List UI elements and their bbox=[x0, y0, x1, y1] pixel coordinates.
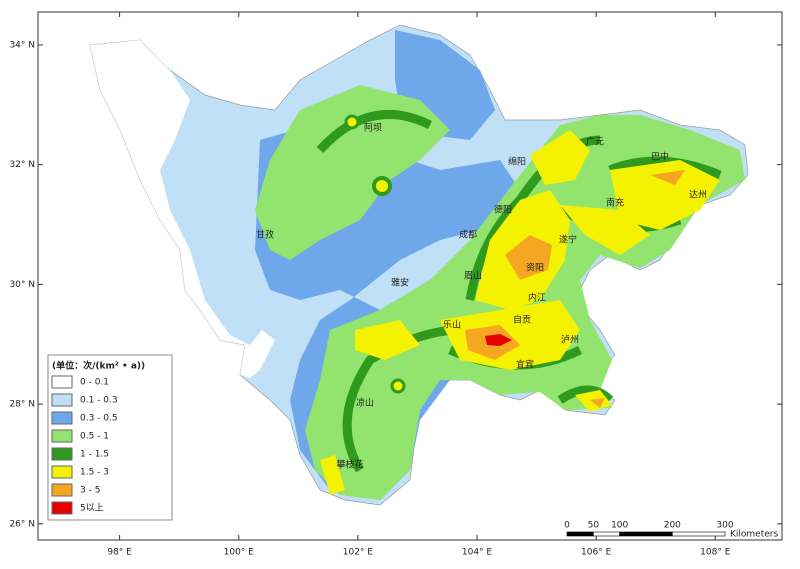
legend-label: 1 - 1.5 bbox=[80, 450, 109, 460]
scale-label: 200 bbox=[664, 521, 681, 531]
legend-label: 3 - 5 bbox=[80, 486, 100, 496]
legend-label: 0 - 0.1 bbox=[80, 378, 109, 388]
legend-label: 0.1 - 0.3 bbox=[80, 396, 118, 406]
city-label: 遂宁 bbox=[559, 234, 577, 246]
city-label: 德阳 bbox=[494, 204, 512, 216]
city-label: 雅安 bbox=[391, 277, 409, 289]
scale-segment bbox=[619, 531, 673, 537]
city-label: 眉山 bbox=[464, 271, 482, 282]
y-tick-label: 32° N bbox=[9, 160, 35, 170]
x-tick-label: 100° E bbox=[224, 548, 255, 558]
city-label: 乐山 bbox=[443, 319, 461, 331]
y-tick-label: 30° N bbox=[9, 280, 35, 290]
legend-swatch bbox=[51, 465, 73, 479]
city-label: 资阳 bbox=[526, 263, 544, 274]
city-label: 内江 bbox=[528, 292, 546, 304]
legend-title: (单位：次/(km² • a)) bbox=[52, 360, 145, 372]
city-label: 攀枝花 bbox=[336, 459, 363, 471]
x-tick-label: 108° E bbox=[700, 548, 731, 558]
x-tick-label: 104° E bbox=[462, 548, 493, 558]
legend-label: 5以上 bbox=[80, 503, 104, 514]
city-label: 泸州 bbox=[561, 335, 579, 346]
scale-label: 300 bbox=[716, 521, 733, 531]
city-label: 凉山 bbox=[356, 397, 374, 409]
scale-segment bbox=[593, 531, 620, 537]
legend-label: 0.5 - 1 bbox=[80, 432, 109, 442]
city-label: 绵阳 bbox=[508, 156, 526, 168]
scale-label: 50 bbox=[588, 521, 600, 531]
city-label: 成都 bbox=[459, 229, 477, 241]
city-label: 自贡 bbox=[513, 314, 531, 326]
city-label: 南充 bbox=[606, 197, 624, 209]
city-label: 巴中 bbox=[651, 151, 669, 163]
scale-label: 100 bbox=[611, 521, 628, 531]
legend-swatch bbox=[51, 447, 73, 461]
legend-swatch bbox=[51, 393, 73, 407]
scale-segment bbox=[566, 531, 594, 537]
city-label: 宜宾 bbox=[516, 359, 534, 371]
scale-unit: Kilometers bbox=[730, 530, 778, 540]
legend-swatch bbox=[51, 429, 73, 443]
x-tick-label: 106° E bbox=[581, 548, 612, 558]
province bbox=[89, 24, 749, 506]
y-tick-label: 28° N bbox=[9, 400, 35, 410]
city-label: 甘孜 bbox=[256, 229, 274, 241]
city-label: 达州 bbox=[689, 189, 707, 201]
legend-label: 0.3 - 0.5 bbox=[80, 414, 118, 424]
legend-swatch bbox=[51, 483, 73, 497]
city-label: 广元 bbox=[586, 136, 604, 148]
legend-swatch bbox=[51, 501, 73, 515]
city-label: 阿坝 bbox=[364, 123, 382, 134]
scale-label: 0 bbox=[564, 521, 570, 531]
x-tick-label: 102° E bbox=[343, 548, 374, 558]
y-tick-label: 26° N bbox=[9, 519, 35, 529]
x-tick-label: 98° E bbox=[107, 548, 132, 558]
legend-label: 1.5 - 3 bbox=[80, 468, 109, 478]
y-tick-label: 34° N bbox=[9, 40, 35, 50]
legend-swatch bbox=[51, 375, 73, 389]
legend-swatch bbox=[51, 411, 73, 425]
scale-segment bbox=[672, 531, 726, 537]
